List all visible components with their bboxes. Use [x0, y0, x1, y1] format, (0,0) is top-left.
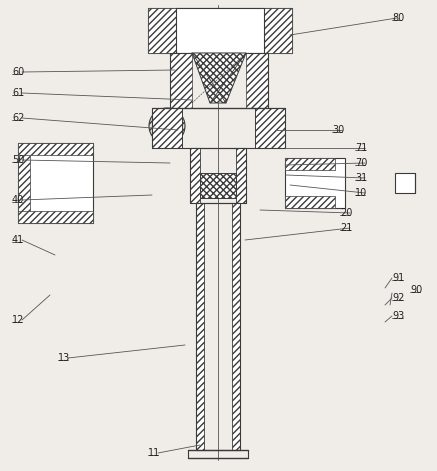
Circle shape	[399, 177, 411, 189]
Text: 41: 41	[12, 235, 24, 245]
Text: 11: 11	[148, 448, 160, 458]
Text: 80: 80	[392, 13, 404, 23]
Text: 12: 12	[12, 315, 24, 325]
Polygon shape	[264, 8, 292, 53]
Polygon shape	[285, 158, 335, 170]
Text: 10: 10	[355, 188, 367, 198]
Polygon shape	[285, 196, 335, 208]
Bar	[285, 158, 345, 208]
Bar	[395, 173, 415, 193]
Text: 50: 50	[12, 155, 24, 165]
Text: 70: 70	[355, 158, 368, 168]
Text: 30: 30	[332, 125, 344, 135]
Polygon shape	[192, 53, 246, 103]
Text: 62: 62	[12, 113, 24, 123]
Text: 31: 31	[355, 173, 367, 183]
Text: 20: 20	[340, 208, 352, 218]
Bar	[176, 8, 264, 53]
Polygon shape	[236, 148, 246, 203]
Text: 61: 61	[12, 88, 24, 98]
Polygon shape	[255, 108, 285, 148]
Polygon shape	[18, 143, 93, 155]
Text: 93: 93	[392, 311, 404, 321]
Polygon shape	[190, 148, 200, 203]
Circle shape	[149, 108, 185, 144]
Polygon shape	[232, 203, 240, 450]
Text: 21: 21	[340, 223, 352, 233]
Bar	[148, 8, 292, 53]
Bar	[18, 143, 93, 223]
Polygon shape	[246, 53, 268, 108]
Polygon shape	[148, 8, 176, 53]
Text: 91: 91	[392, 273, 404, 283]
Text: 71: 71	[355, 143, 368, 153]
Text: 92: 92	[392, 293, 404, 303]
Text: 13: 13	[58, 353, 70, 363]
Text: 40: 40	[12, 195, 24, 205]
Polygon shape	[18, 211, 93, 223]
Text: 60: 60	[12, 67, 24, 77]
Circle shape	[258, 114, 282, 138]
Polygon shape	[200, 173, 236, 198]
Polygon shape	[18, 143, 30, 223]
Polygon shape	[196, 203, 204, 450]
Polygon shape	[152, 108, 182, 148]
Polygon shape	[170, 53, 192, 108]
Text: 90: 90	[410, 285, 422, 295]
